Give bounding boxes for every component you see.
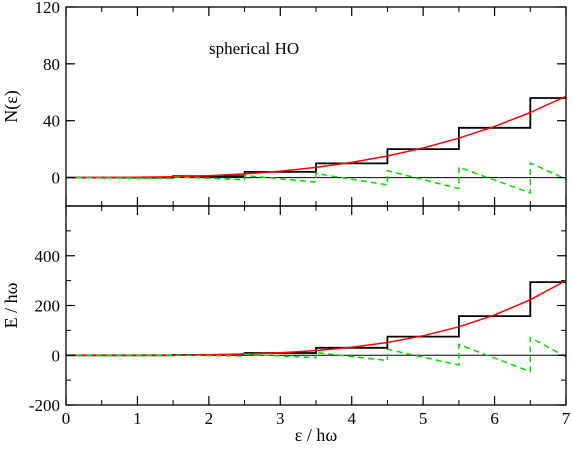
- y-tick-label: 200: [35, 297, 61, 316]
- y-tick-label: -200: [29, 396, 60, 415]
- top-panel: 0 40 80 120 N(ε) spherical HO: [1, 0, 567, 207]
- x-tick-label: 7: [562, 409, 571, 428]
- y-tick-label: 0: [52, 169, 61, 188]
- y-tick-label: 80: [43, 55, 60, 74]
- x-tick-label: 5: [419, 409, 428, 428]
- y-tick-label: 40: [43, 112, 60, 131]
- smooth-series-line: [65, 95, 567, 179]
- x-tick-label: 6: [490, 409, 499, 428]
- x-tick-label: 4: [347, 409, 356, 428]
- x-tick-label: 1: [133, 409, 142, 428]
- y-axis-title: E / hω: [1, 282, 21, 328]
- x-axis-title: ε / hω: [295, 425, 338, 445]
- y-axis-title: N(ε): [1, 90, 22, 123]
- x-tick-label: 0: [62, 409, 71, 428]
- oscillating-series-line: [65, 161, 567, 194]
- y-tick-label: 120: [35, 0, 61, 17]
- x-tick-label: 3: [276, 409, 285, 428]
- y-tick-label: 0: [52, 346, 61, 365]
- oscillating-series-line: [65, 336, 567, 373]
- x-tick-label: 2: [205, 409, 214, 428]
- chart-annotation: spherical HO: [209, 39, 299, 58]
- y-tick-label: 400: [35, 247, 61, 266]
